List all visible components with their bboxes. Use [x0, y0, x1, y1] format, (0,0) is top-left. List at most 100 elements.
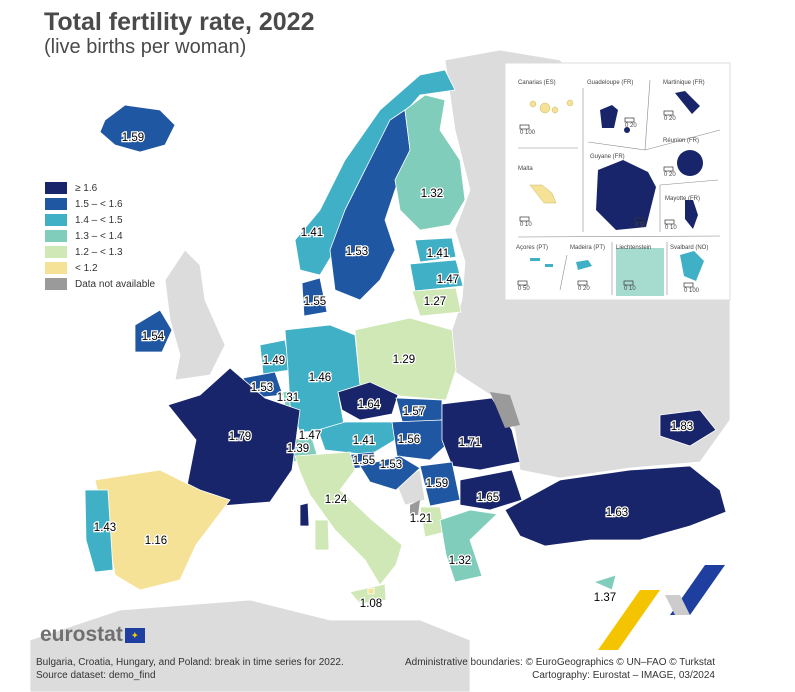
legend: ≥ 1.6 1.5 – < 1.6 1.4 – < 1.5 1.3 – < 1.…: [45, 180, 155, 292]
value-label-fr: 1.79: [229, 431, 251, 443]
value-label-li: 1.47: [299, 430, 321, 442]
value-label-sk: 1.57: [403, 406, 425, 418]
country-latvia[interactable]: [409, 259, 464, 292]
scale-label-malta: 0 10: [520, 222, 532, 228]
inset-label-liechtenstein: Liechtenstein: [616, 245, 651, 251]
uk: [164, 249, 226, 381]
inset-label-malta: Malta: [518, 166, 533, 172]
scale-bar: [577, 280, 588, 286]
value-label-es: 1.16: [145, 535, 167, 547]
scale-bar: [517, 280, 528, 286]
legend-label: 1.2 – < 1.3: [75, 246, 123, 258]
value-label-se: 1.53: [346, 246, 368, 258]
value-label-rs: 1.59: [426, 478, 448, 490]
value-label-ch: 1.39: [287, 443, 309, 455]
value-label-al: 1.21: [410, 513, 432, 525]
legend-swatch: [45, 262, 67, 274]
inset-label-guyane: Guyane (FR): [590, 154, 625, 160]
country-ireland[interactable]: [134, 309, 173, 353]
footer-note: Bulgaria, Croatia, Hungary, and Poland: …: [36, 657, 344, 668]
value-label-bg: 1.65: [477, 492, 499, 504]
scale-bar: [663, 166, 674, 172]
footer-source: Source dataset: demo_find: [36, 670, 156, 681]
country-georgia[interactable]: [659, 409, 717, 447]
inset-label-acores: Açores (PT): [516, 245, 548, 251]
value-label-no: 1.41: [301, 227, 323, 239]
country-bulgaria[interactable]: [459, 469, 523, 511]
country-czechia[interactable]: [337, 381, 399, 421]
value-label-hu: 1.56: [398, 434, 420, 446]
scale-bar: [623, 280, 634, 286]
inset-panel: Canarias (ES) 0 100 Guadeloupe (FR) 0 20 Mar…: [504, 62, 731, 301]
value-label-cy: 1.37: [594, 592, 616, 604]
scale-label-svalbard: 0 100: [684, 288, 700, 294]
scale-bar: [663, 110, 674, 116]
page-title: Total fertility rate, 2022: [44, 8, 315, 36]
value-label-ie: 1.54: [142, 331, 165, 343]
legend-item: 1.4 – < 1.5: [45, 212, 155, 228]
legend-swatch: [45, 182, 67, 194]
value-label-dk: 1.55: [304, 296, 326, 308]
scale-bar: [624, 117, 635, 123]
country-estonia[interactable]: [414, 237, 457, 263]
scale-label-liechtenstein: 0 10: [624, 286, 636, 292]
country-france[interactable]: [167, 367, 301, 507]
scale-label-madeira: 0 20: [578, 286, 590, 292]
value-label-be: 1.53: [251, 382, 273, 394]
country-germany[interactable]: [284, 324, 361, 433]
legend-label: < 1.2: [75, 262, 98, 274]
value-label-ee: 1.41: [427, 248, 449, 260]
legend-item: 1.3 – < 1.4: [45, 228, 155, 244]
value-label-si: 1.55: [353, 455, 375, 467]
footer-cartography: Cartography: Eurostat – IMAGE, 03/2024: [532, 670, 715, 681]
inset-label-svalbard: Svalbard (NO): [670, 245, 708, 251]
footer-notes: Bulgaria, Croatia, Hungary, and Poland: …: [36, 656, 344, 682]
legend-label: Data not available: [75, 278, 156, 290]
scale-bar: [683, 282, 694, 288]
value-labels: 1.59 1.41 1.53 1.32 1.41 1.47 1.27 1.55 1.54 1.49…: [93, 131, 695, 612]
scale-label-guadeloupe: 0 20: [625, 123, 637, 129]
country-lithuania[interactable]: [411, 287, 462, 317]
country-hungary[interactable]: [391, 419, 457, 461]
value-label-at: 1.41: [353, 435, 375, 447]
eurostat-logo: eurostat ✦: [40, 623, 145, 647]
scale-bar: [664, 219, 675, 225]
country-turkey[interactable]: [504, 465, 727, 547]
value-label-el: 1.32: [449, 555, 471, 567]
country-cyprus[interactable]: [592, 574, 617, 591]
country-france-corsica[interactable]: [299, 502, 310, 527]
country-greece[interactable]: [439, 509, 498, 583]
value-label-cz: 1.64: [358, 399, 381, 411]
legend-swatch: [45, 198, 67, 210]
value-label-fi: 1.32: [421, 188, 443, 200]
scale-label-canarias: 0 100: [520, 130, 536, 136]
scale-label-mayotte: 0 10: [665, 225, 677, 231]
country-croatia[interactable]: [359, 455, 421, 491]
value-label-lv: 1.47: [437, 274, 459, 286]
inset-label-mayotte: Mayotte (FR): [665, 196, 700, 202]
value-label-pl: 1.29: [393, 354, 415, 366]
value-label-ge: 1.83: [671, 421, 693, 433]
inset-label-guadeloupe: Guadeloupe (FR): [587, 80, 633, 86]
scale-label-acores: 0 50: [518, 286, 530, 292]
footer-boundaries: Administrative boundaries: © EuroGeograp…: [404, 657, 715, 668]
country-malta[interactable]: [367, 587, 375, 595]
country-portugal[interactable]: [84, 489, 114, 573]
country-iceland[interactable]: [99, 104, 176, 153]
value-label-mt: 1.08: [360, 598, 382, 610]
country-finland[interactable]: [394, 94, 466, 231]
inset-label-martinique: Martinique (FR): [663, 80, 705, 86]
eu-flag-icon: ✦: [124, 627, 145, 643]
legend-label: ≥ 1.6: [75, 182, 98, 194]
value-label-hr: 1.53: [380, 459, 402, 471]
country-italy-sardinia[interactable]: [314, 519, 330, 551]
inset-label-canarias: Canarias (ES): [518, 80, 556, 86]
scale-bar: [519, 124, 530, 130]
value-label-lt: 1.27: [424, 296, 446, 308]
legend-item: < 1.2: [45, 260, 155, 276]
country-denmark[interactable]: [301, 277, 328, 317]
logo-text: eurostat: [40, 623, 123, 646]
country-italy[interactable]: [294, 451, 403, 586]
